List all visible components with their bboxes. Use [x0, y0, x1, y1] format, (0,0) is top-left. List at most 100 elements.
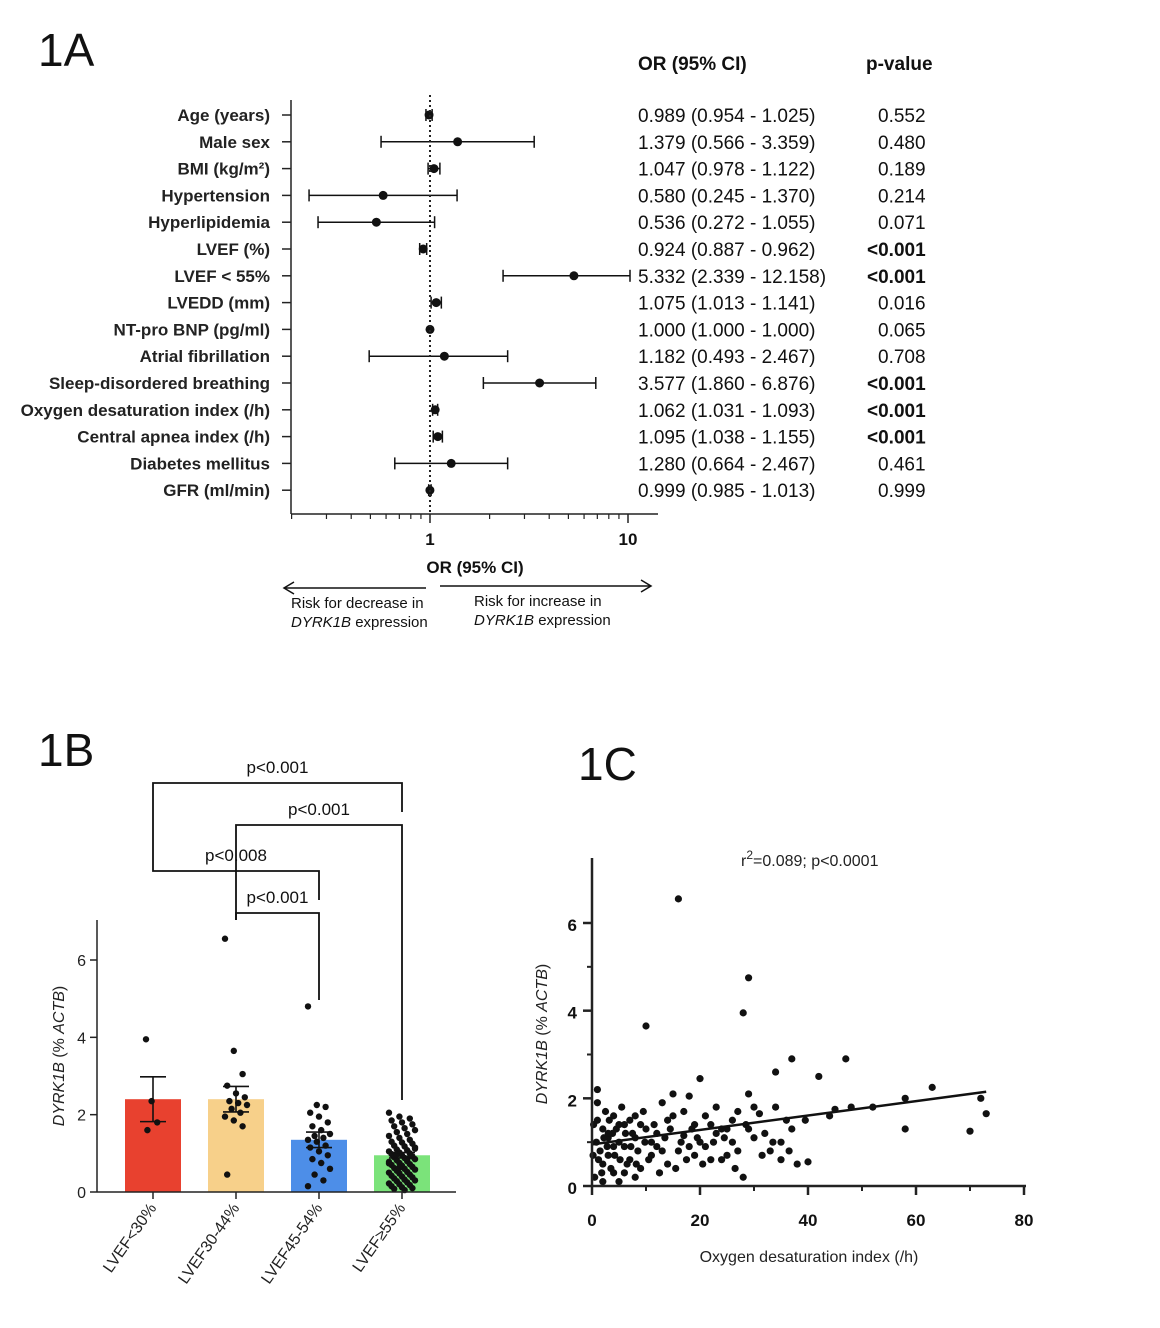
scatter-point — [793, 1160, 801, 1168]
scatter-point — [604, 1151, 612, 1159]
or-ci-text: 1.182 (0.493 - 2.467) — [638, 347, 815, 368]
bar-point — [230, 1117, 237, 1124]
bar-category-label: LVEF≥55% — [350, 1201, 410, 1276]
scatter-point — [631, 1173, 639, 1181]
bar-point — [393, 1128, 400, 1136]
scatter-x-ticks: 0 20 40 60 80 — [587, 1186, 1033, 1230]
or-point — [431, 298, 441, 308]
or-ci-text: 1.095 (1.038 - 1.155) — [638, 428, 815, 449]
or-point — [371, 217, 381, 227]
p-value-text: 0.189 — [878, 160, 926, 181]
forest-row-label: NT-pro BNP (pg/ml) — [114, 320, 270, 339]
forest-plot: OR (95% CI) p-value Age (years) 0.989 (0.… — [21, 54, 933, 631]
bar-point — [385, 1160, 393, 1167]
table-header-or: OR (95% CI) — [638, 54, 747, 75]
scatter-point — [666, 1125, 674, 1133]
scatter-point — [842, 1055, 850, 1063]
scatter-points — [589, 895, 990, 1186]
bar-point — [385, 1109, 393, 1116]
comparison-label: p<0.001 — [247, 758, 309, 777]
or-point — [569, 271, 579, 281]
scatter-point — [658, 1099, 666, 1107]
scatter-point — [750, 1134, 758, 1142]
p-value-text: 0.071 — [878, 213, 926, 234]
bar-point — [309, 1155, 316, 1163]
p-value-text: 0.214 — [878, 186, 926, 207]
scatter-point — [777, 1156, 785, 1164]
bar-point — [320, 1177, 327, 1184]
scatter-point — [610, 1112, 618, 1120]
or-point — [418, 244, 428, 254]
bar-point — [406, 1115, 413, 1122]
decrease-arrow — [282, 581, 426, 595]
forest-row-label: Central apnea index (/h) — [77, 428, 270, 447]
p-value-text: <0.001 — [867, 401, 926, 422]
scatter-point — [720, 1134, 728, 1142]
scatter-point — [734, 1107, 742, 1116]
p-value-text: 0.708 — [878, 347, 926, 368]
bar-point — [315, 1148, 323, 1155]
scatter-point — [788, 1055, 796, 1063]
or-ci-text: 3.577 (1.860 - 6.876) — [638, 374, 815, 395]
bar-point — [411, 1166, 419, 1173]
or-ci-text: 1.280 (0.664 - 2.467) — [638, 454, 815, 475]
scatter-x-axis-label: Oxygen desaturation index (/h) — [700, 1249, 919, 1266]
regression-annotation: r2=0.089; p<0.0001 — [741, 848, 879, 870]
bar — [208, 1099, 264, 1192]
forest-tick-label: 1 — [425, 530, 434, 549]
forest-row-label: Hyperlipidemia — [148, 213, 270, 232]
or-ci-text: 5.332 (2.339 - 12.158) — [638, 267, 826, 288]
or-ci-text: 0.580 (0.245 - 1.370) — [638, 186, 815, 207]
scatter-point — [628, 1129, 637, 1137]
scatter-x-tick-label: 0 — [587, 1211, 596, 1230]
comparison-bracket — [235, 912, 320, 1000]
bar-elements — [125, 935, 430, 1194]
scatter-y-axis-label: DYRK1B (% ACTB) — [534, 964, 551, 1104]
scatter-point — [718, 1156, 726, 1164]
bar-y-tick-label: 2 — [77, 1108, 86, 1125]
or-point — [429, 164, 439, 174]
comparison-bracket — [235, 824, 403, 1100]
comparison-bracket — [152, 858, 320, 900]
p-value-text: <0.001 — [867, 267, 926, 288]
bar-point — [228, 1105, 235, 1113]
scatter-point — [607, 1164, 615, 1173]
forest-row-label: Hypertension — [161, 186, 270, 205]
forest-row-label: Sleep-disordered breathing — [49, 374, 270, 393]
scatter-point — [631, 1112, 639, 1120]
scatter-point — [594, 1156, 603, 1164]
scatter-y-tick-label: 2 — [568, 1091, 577, 1110]
scatter-point — [650, 1121, 658, 1129]
scatter-point — [658, 1147, 666, 1155]
bar-y-tick-label: 0 — [77, 1185, 86, 1202]
scatter-point — [618, 1103, 626, 1111]
scatter-y-tick-label: 0 — [568, 1179, 577, 1198]
scatter-point — [601, 1107, 610, 1116]
p-value-text: <0.001 — [867, 240, 926, 261]
bar-point — [326, 1165, 334, 1173]
scatter-x-tick-label: 20 — [691, 1211, 710, 1230]
scatter-point — [707, 1156, 715, 1164]
bar-point — [320, 1134, 327, 1142]
scatter-point — [672, 1164, 680, 1173]
bar-point — [313, 1101, 320, 1109]
scatter-x-tick-label: 80 — [1015, 1211, 1034, 1230]
scatter-point — [620, 1121, 629, 1129]
decrease-label-line1: Risk for decrease in — [291, 595, 424, 612]
scatter-point — [610, 1142, 618, 1151]
or-ci-text: 1.075 (1.013 - 1.141) — [638, 294, 815, 315]
bar-y-axis-label: DYRK1B (% ACTB) — [51, 986, 68, 1126]
bar-point — [391, 1123, 398, 1130]
decrease-label-line2: DYRK1B expression — [291, 614, 428, 631]
scatter-y-tick-label: 4 — [568, 1004, 578, 1023]
bar-point — [391, 1185, 398, 1193]
forest-row-label: Diabetes mellitus — [130, 454, 270, 473]
bar-y-ticks: 0 2 4 6 — [77, 953, 97, 1202]
bar-point — [239, 1123, 246, 1130]
bar-point — [411, 1155, 419, 1163]
scatter-point — [639, 1107, 647, 1116]
bar-point — [311, 1132, 318, 1140]
comparison-label: p<0.001 — [247, 888, 309, 907]
p-value-text: 0.999 — [878, 481, 926, 502]
scatter-point — [758, 1151, 766, 1159]
